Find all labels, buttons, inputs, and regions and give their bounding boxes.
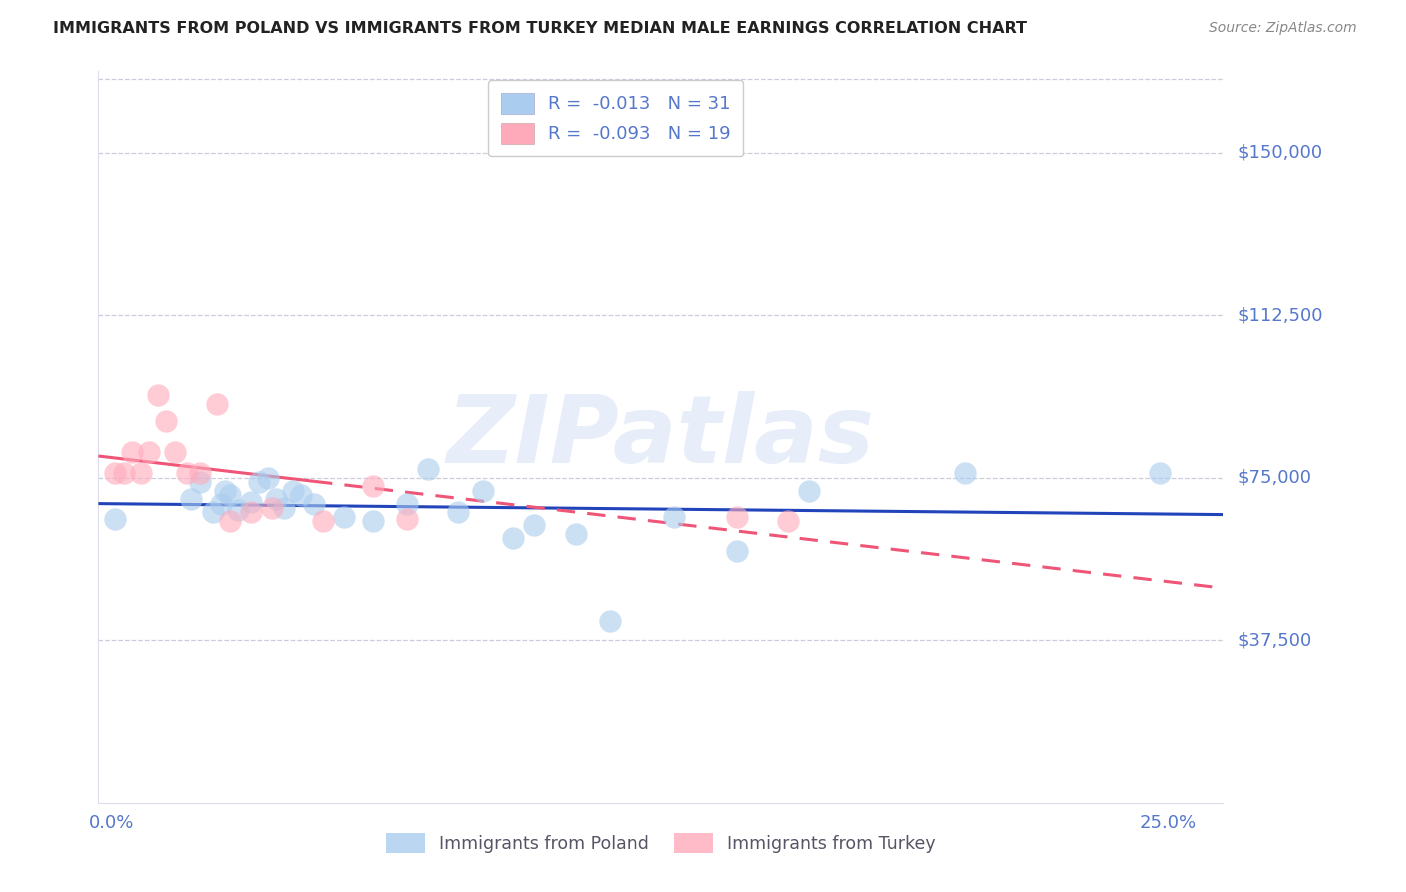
Point: [472, 483, 495, 498]
Point: [281, 483, 304, 498]
Point: [523, 518, 546, 533]
Point: [205, 397, 228, 411]
Point: [201, 505, 224, 519]
Point: [797, 483, 820, 498]
Text: $75,000: $75,000: [1237, 468, 1312, 487]
Text: $112,500: $112,500: [1237, 306, 1323, 324]
Point: [188, 467, 211, 481]
Point: [662, 509, 685, 524]
Point: [447, 505, 470, 519]
Point: [361, 479, 384, 493]
Point: [273, 501, 295, 516]
Point: [104, 467, 127, 481]
Point: [239, 494, 262, 508]
Point: [209, 497, 232, 511]
Point: [138, 444, 160, 458]
Point: [112, 467, 135, 481]
Point: [418, 462, 440, 476]
Point: [155, 414, 177, 428]
Point: [121, 444, 143, 458]
Point: [176, 467, 198, 481]
Point: [725, 544, 748, 558]
Point: [180, 492, 202, 507]
Text: $37,500: $37,500: [1237, 632, 1312, 649]
Point: [260, 501, 283, 516]
Point: [599, 614, 621, 628]
Point: [311, 514, 333, 528]
Point: [565, 527, 588, 541]
Point: [256, 471, 278, 485]
Point: [239, 505, 262, 519]
Point: [396, 512, 419, 526]
Point: [290, 488, 312, 502]
Point: [226, 503, 249, 517]
Point: [146, 388, 169, 402]
Point: [302, 497, 325, 511]
Text: IMMIGRANTS FROM POLAND VS IMMIGRANTS FROM TURKEY MEDIAN MALE EARNINGS CORRELATIO: IMMIGRANTS FROM POLAND VS IMMIGRANTS FRO…: [53, 21, 1028, 36]
Point: [1149, 467, 1171, 481]
Text: $150,000: $150,000: [1237, 144, 1322, 161]
Point: [163, 444, 186, 458]
Point: [396, 497, 419, 511]
Legend: Immigrants from Poland, Immigrants from Turkey: Immigrants from Poland, Immigrants from …: [380, 826, 942, 860]
Point: [218, 488, 240, 502]
Point: [104, 512, 127, 526]
Point: [264, 492, 287, 507]
Point: [332, 509, 354, 524]
Point: [361, 514, 384, 528]
Point: [188, 475, 211, 489]
Point: [218, 514, 240, 528]
Point: [725, 509, 748, 524]
Point: [214, 483, 236, 498]
Point: [776, 514, 799, 528]
Text: Source: ZipAtlas.com: Source: ZipAtlas.com: [1209, 21, 1357, 35]
Point: [129, 467, 152, 481]
Point: [955, 467, 977, 481]
Point: [247, 475, 270, 489]
Text: ZIPatlas: ZIPatlas: [447, 391, 875, 483]
Point: [502, 532, 524, 546]
